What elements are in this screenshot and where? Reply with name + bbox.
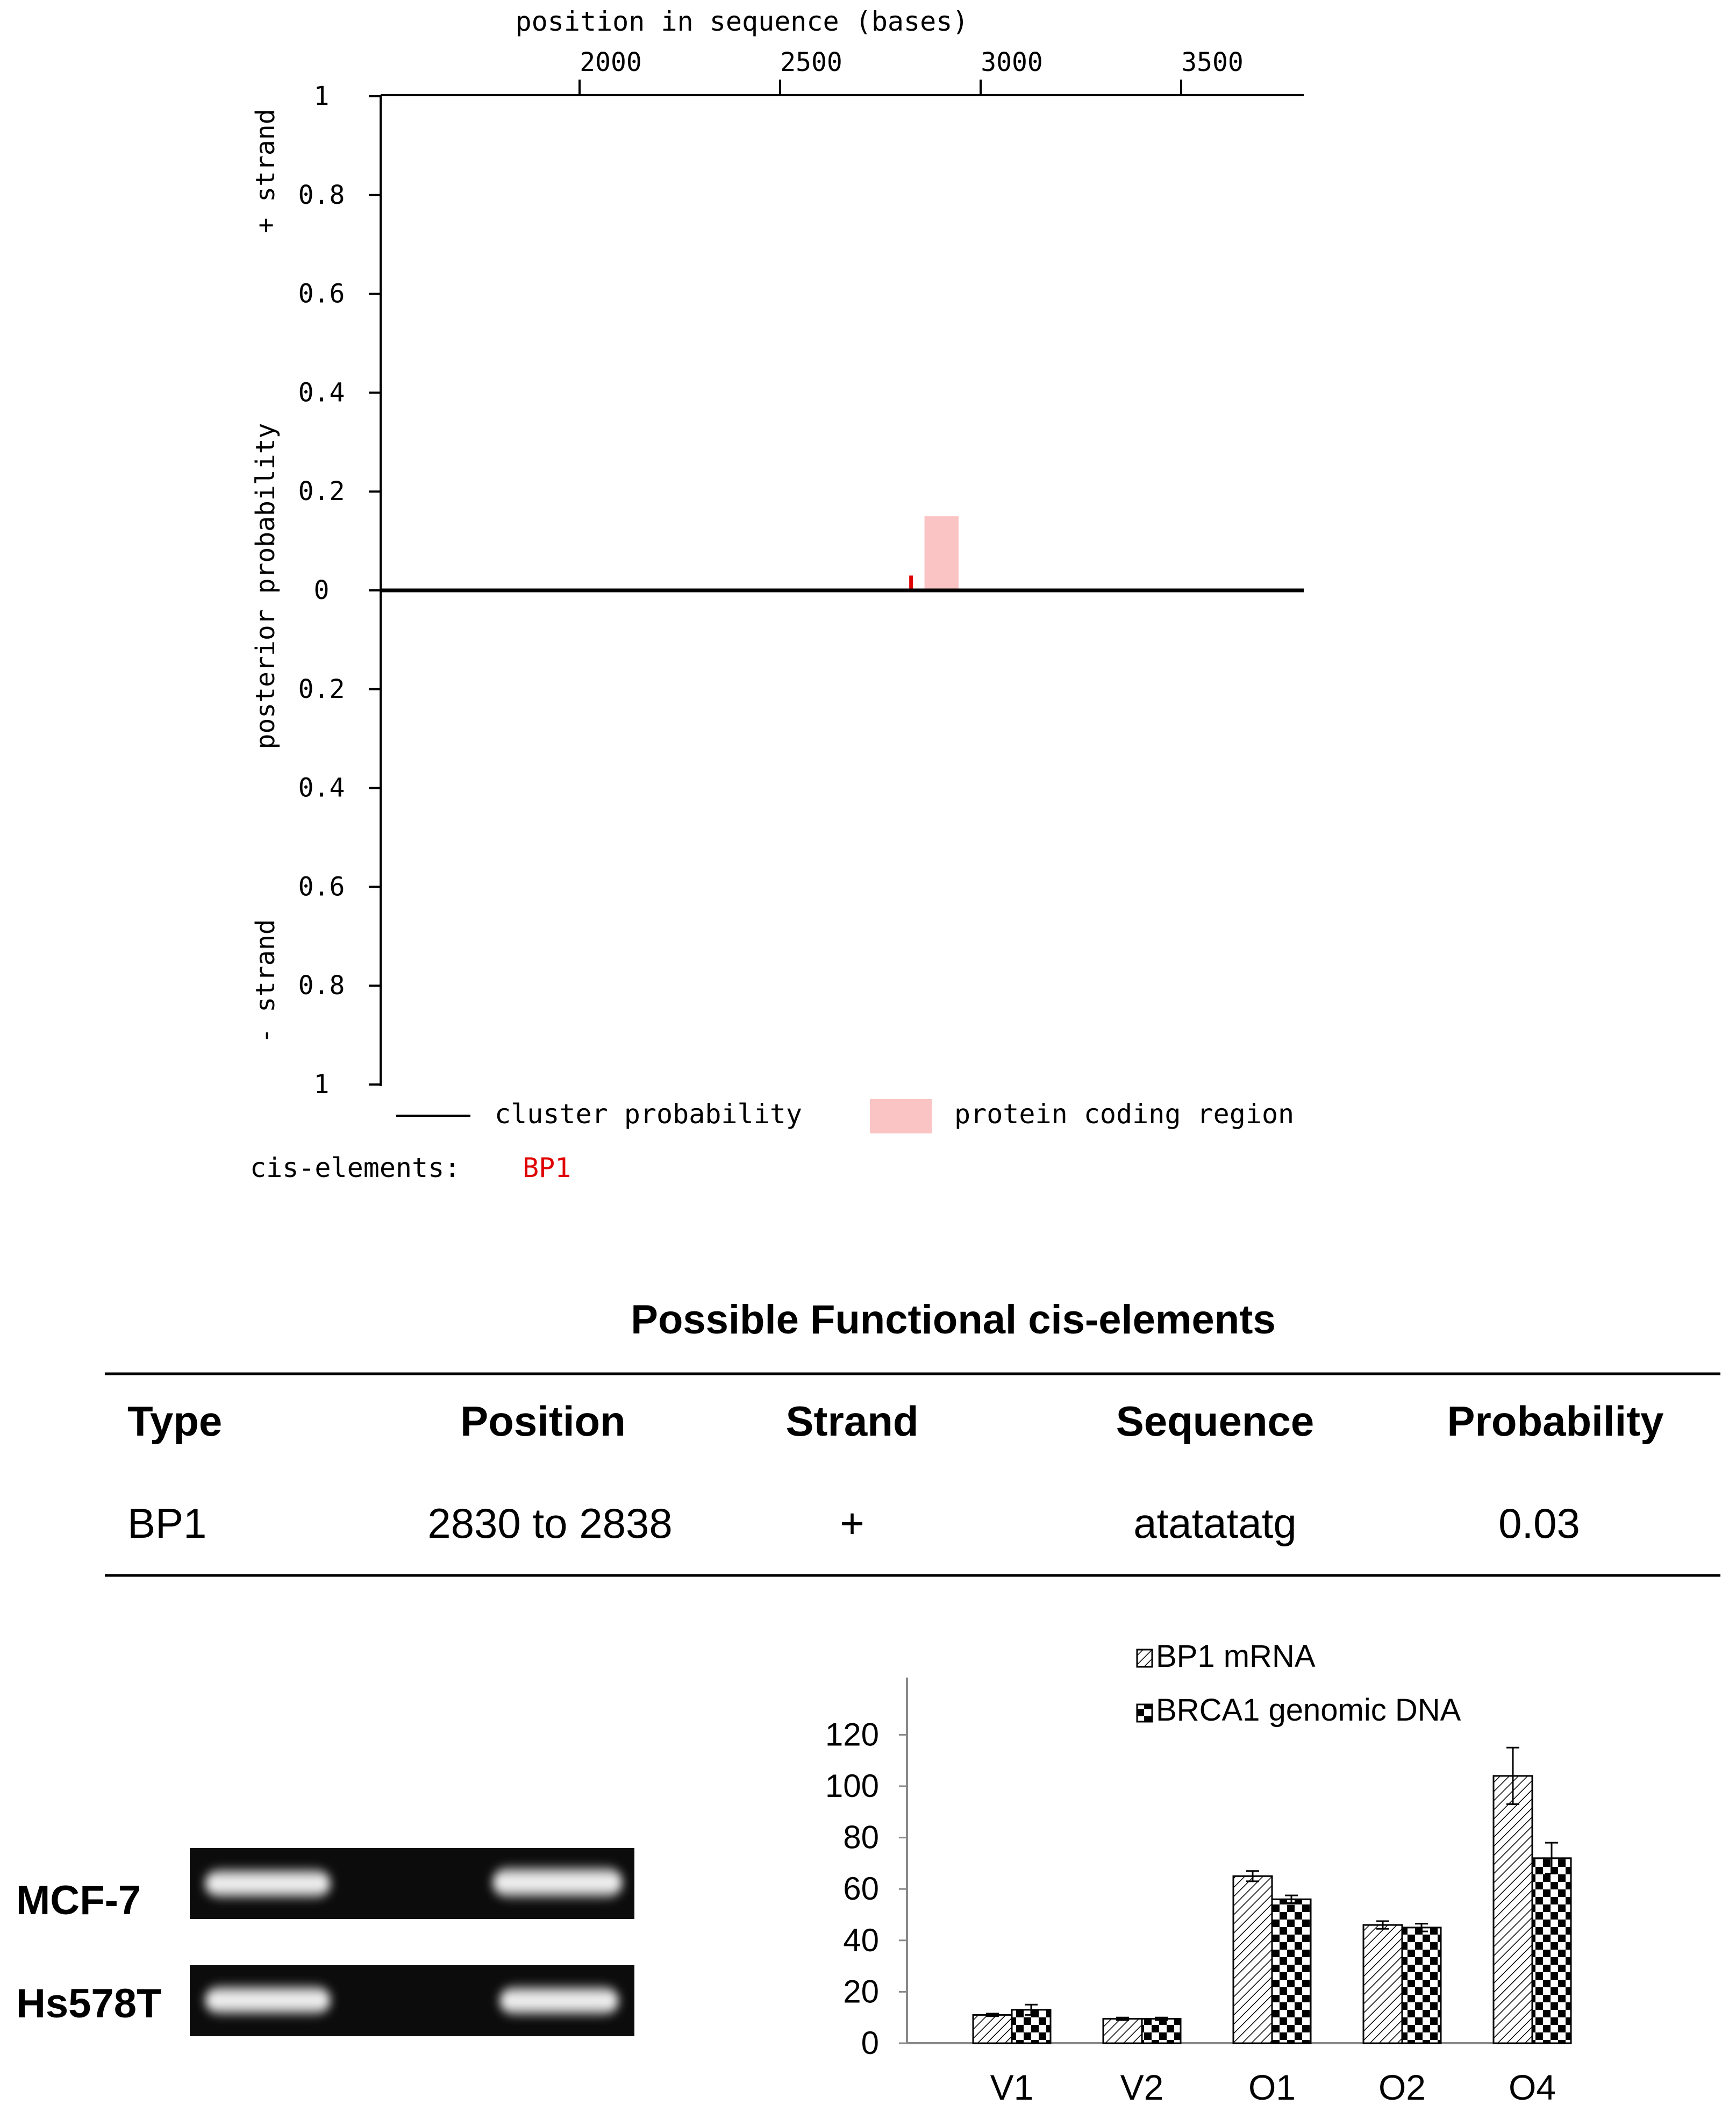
bar-category-label: O4	[1509, 2067, 1556, 2107]
bar-brca1-genomic-dna	[1141, 2018, 1182, 2044]
bar-category-label: V1	[990, 2067, 1034, 2107]
cell-type: BP1	[127, 1500, 206, 1547]
bp1-cis-element-mark	[909, 575, 913, 590]
table-title: Possible Functional cis-elements	[631, 1297, 1275, 1343]
y-tick-label: 0.8	[298, 971, 345, 1001]
bar-y-tick-label: 100	[825, 1768, 879, 1804]
bar-x-tick-group: V1 V2 O1 O2 O4	[990, 2067, 1556, 2107]
minus-strand-label: - strand	[251, 919, 281, 1043]
bar-brca1-genomic-dna	[1531, 1857, 1572, 2044]
y-tick-label: 0.6	[298, 872, 345, 902]
bar-category-label: O2	[1378, 2067, 1426, 2107]
y-tick-group: 1 0.8 0.6 0.4 0.2 0 0.2 0.4 0.6 0.8 1	[298, 81, 381, 1100]
x-tick-group: 2000 2500 3000 3500	[578, 47, 1244, 95]
bar-y-tick-label: 80	[843, 1820, 879, 1856]
y-tick-label: 0.2	[298, 674, 345, 704]
bar-y-tick-group: 0 20 40 60 80 100 120	[825, 1716, 907, 2061]
legend-protein-coding-region: protein coding region	[954, 1098, 1294, 1130]
bar-bp1-mrna	[1102, 2018, 1143, 2044]
bar-brca1-genomic-dna	[1401, 1927, 1442, 2044]
x-tick-label: 2500	[780, 47, 842, 77]
y-tick-label: 0.6	[298, 279, 345, 309]
gel-image: MCF-7 Hs578T	[16, 1848, 634, 2036]
bar-bp1-mrna	[972, 2014, 1013, 2044]
y-tick-label: 0	[314, 575, 330, 605]
y-axis-title: posterior probability	[251, 423, 281, 750]
legend-bp1-mrna: BP1 mRNA	[1156, 1639, 1316, 1674]
x-tick-label: 3000	[981, 47, 1043, 77]
x-tick-label: 3500	[1181, 47, 1244, 77]
bar-y-tick-label: 0	[861, 2025, 879, 2061]
bar-y-tick-label: 40	[843, 1922, 879, 1958]
legend-swatch-bp1-mrna	[1136, 1649, 1153, 1668]
bar-y-tick-label: 20	[843, 1973, 879, 2009]
gel-band	[205, 1984, 330, 2017]
legend-swatch-brca1	[1136, 1703, 1153, 1723]
y-tick-label: 1	[314, 81, 330, 111]
gel-label-mcf7: MCF-7	[16, 1878, 141, 1923]
y-tick-label: 0.2	[298, 476, 345, 506]
gel-band	[493, 1865, 622, 1900]
header-strand: Strand	[785, 1397, 918, 1445]
y-tick-label: 1	[314, 1069, 330, 1100]
legend-cluster-probability: cluster probability	[495, 1098, 802, 1130]
cell-position: 2830 to 2838	[427, 1500, 672, 1547]
bar-bp1-mrna	[1232, 1875, 1273, 2044]
y-tick-label: 0.4	[298, 377, 345, 408]
cell-sequence: atatatatg	[1133, 1500, 1297, 1547]
header-type: Type	[127, 1397, 222, 1445]
bar-bp1-mrna	[1492, 1775, 1533, 2044]
bar-category-label: V2	[1120, 2067, 1164, 2107]
bar-y-tick-label: 60	[843, 1871, 879, 1907]
posterior-probability-panel: position in sequence (bases) 2000 2500 300…	[250, 6, 1304, 1183]
y-tick-label: 0.8	[298, 180, 345, 210]
y-tick-label: 0.4	[298, 773, 345, 803]
header-position: Position	[460, 1397, 626, 1445]
table-row: BP1 2830 to 2838 + atatatatg 0.03	[127, 1500, 1580, 1547]
gel-band	[205, 1867, 330, 1900]
header-probability: Probability	[1447, 1397, 1663, 1445]
bar-y-tick-label: 120	[825, 1716, 879, 1752]
plus-strand-label: + strand	[251, 109, 281, 233]
bar-category-label: O1	[1248, 2067, 1296, 2107]
legend-coding-swatch	[870, 1099, 932, 1133]
gel-band	[500, 1984, 618, 2017]
bar-bp1-mrna	[1362, 1924, 1403, 2044]
bar-brca1-genomic-dna	[1271, 1898, 1312, 2044]
protein-coding-region-bar	[924, 516, 959, 590]
header-sequence: Sequence	[1116, 1397, 1314, 1445]
cell-probability: 0.03	[1498, 1500, 1580, 1547]
bar-chart: 0 20 40 60 80 100 120 V1 V2 O1 O2 O4 BP1 mRNA BRCA…	[825, 1639, 1572, 2107]
cis-elements-table: Possible Functional cis-elements Type Po…	[105, 1297, 1720, 1577]
x-tick-label: 2000	[580, 47, 642, 77]
x-axis-title: position in sequence (bases)	[516, 6, 969, 37]
bar-group	[972, 1746, 1572, 2044]
cis-elements-value: BP1	[523, 1152, 571, 1183]
legend-brca1-genomic-dna: BRCA1 genomic DNA	[1156, 1693, 1461, 1728]
cell-strand: +	[840, 1500, 865, 1547]
gel-label-hs578t: Hs578T	[16, 1981, 161, 2027]
cis-elements-label: cis-elements:	[250, 1152, 460, 1183]
